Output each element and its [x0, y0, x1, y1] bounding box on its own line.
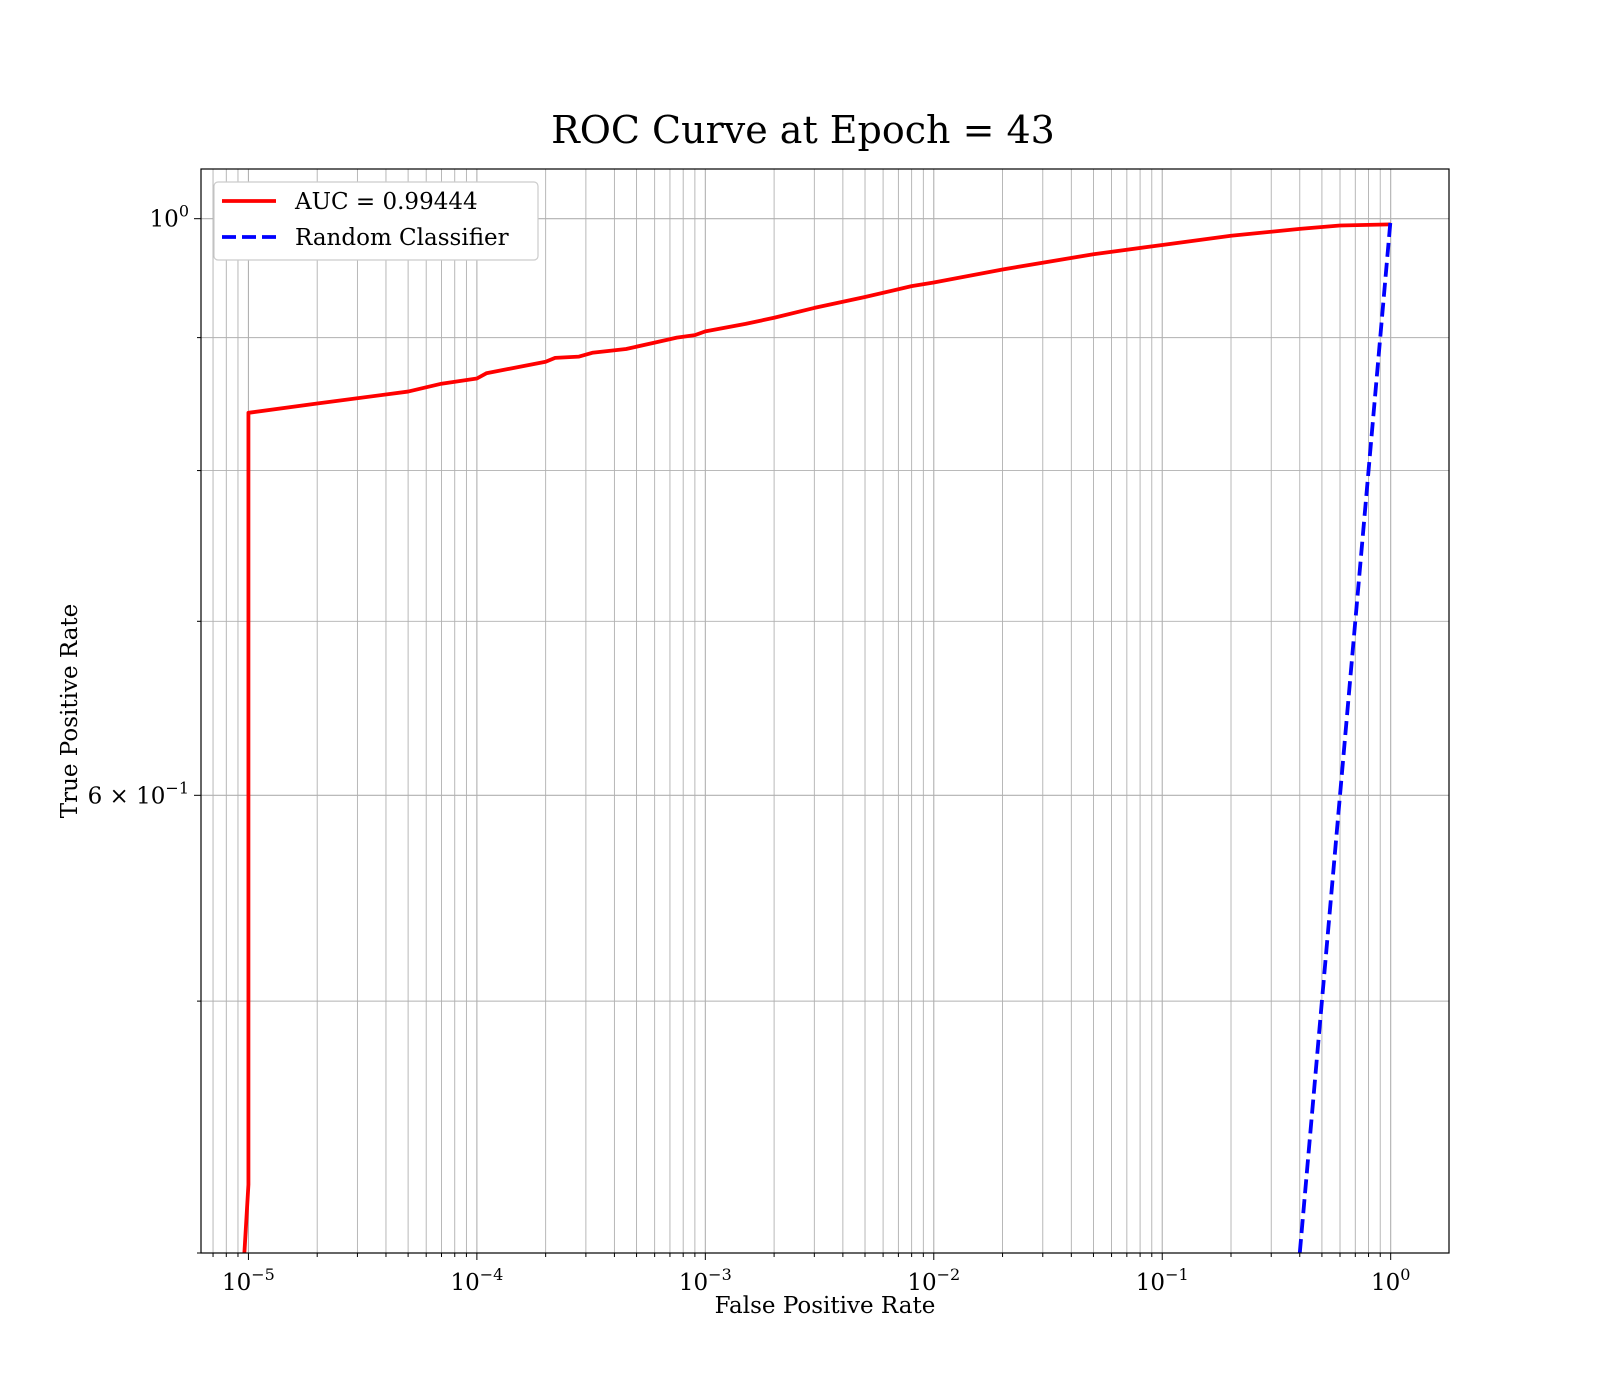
- legend-label-random: Random Classifier: [295, 225, 509, 251]
- series-layer: [242, 218, 1393, 1253]
- plot-frame: [200, 168, 1450, 1254]
- legend-frame: [213, 181, 539, 261]
- x-tick-label: 10−4: [450, 1265, 503, 1296]
- grid: [201, 169, 1449, 1254]
- y-axis-label: True Positive Rate: [57, 604, 83, 819]
- random-classifier-line: [1297, 218, 1393, 1253]
- y-tick-label: 100: [150, 202, 189, 233]
- x-tick-label: 10−1: [1136, 1265, 1189, 1296]
- x-axis-label: False Positive Rate: [715, 1293, 936, 1319]
- legend-label-auc: AUC = 0.99444: [294, 189, 478, 215]
- x-tick-label: 10−3: [679, 1265, 732, 1296]
- legend: AUC = 0.99444 Random Classifier: [213, 181, 539, 261]
- x-tick-label: 100: [1371, 1265, 1410, 1296]
- y-tick-label: 6 × 10−1: [88, 778, 189, 809]
- x-tick-label: 10−2: [907, 1265, 960, 1296]
- x-tick-label: 10−5: [222, 1265, 275, 1296]
- ticks: 10−5 10−4 10−3 10−2 10−1 100 100 6 × 10−1: [88, 202, 1411, 1296]
- roc-curve-line: [242, 222, 1391, 1253]
- chart-title: ROC Curve at Epoch = 43: [551, 108, 1055, 152]
